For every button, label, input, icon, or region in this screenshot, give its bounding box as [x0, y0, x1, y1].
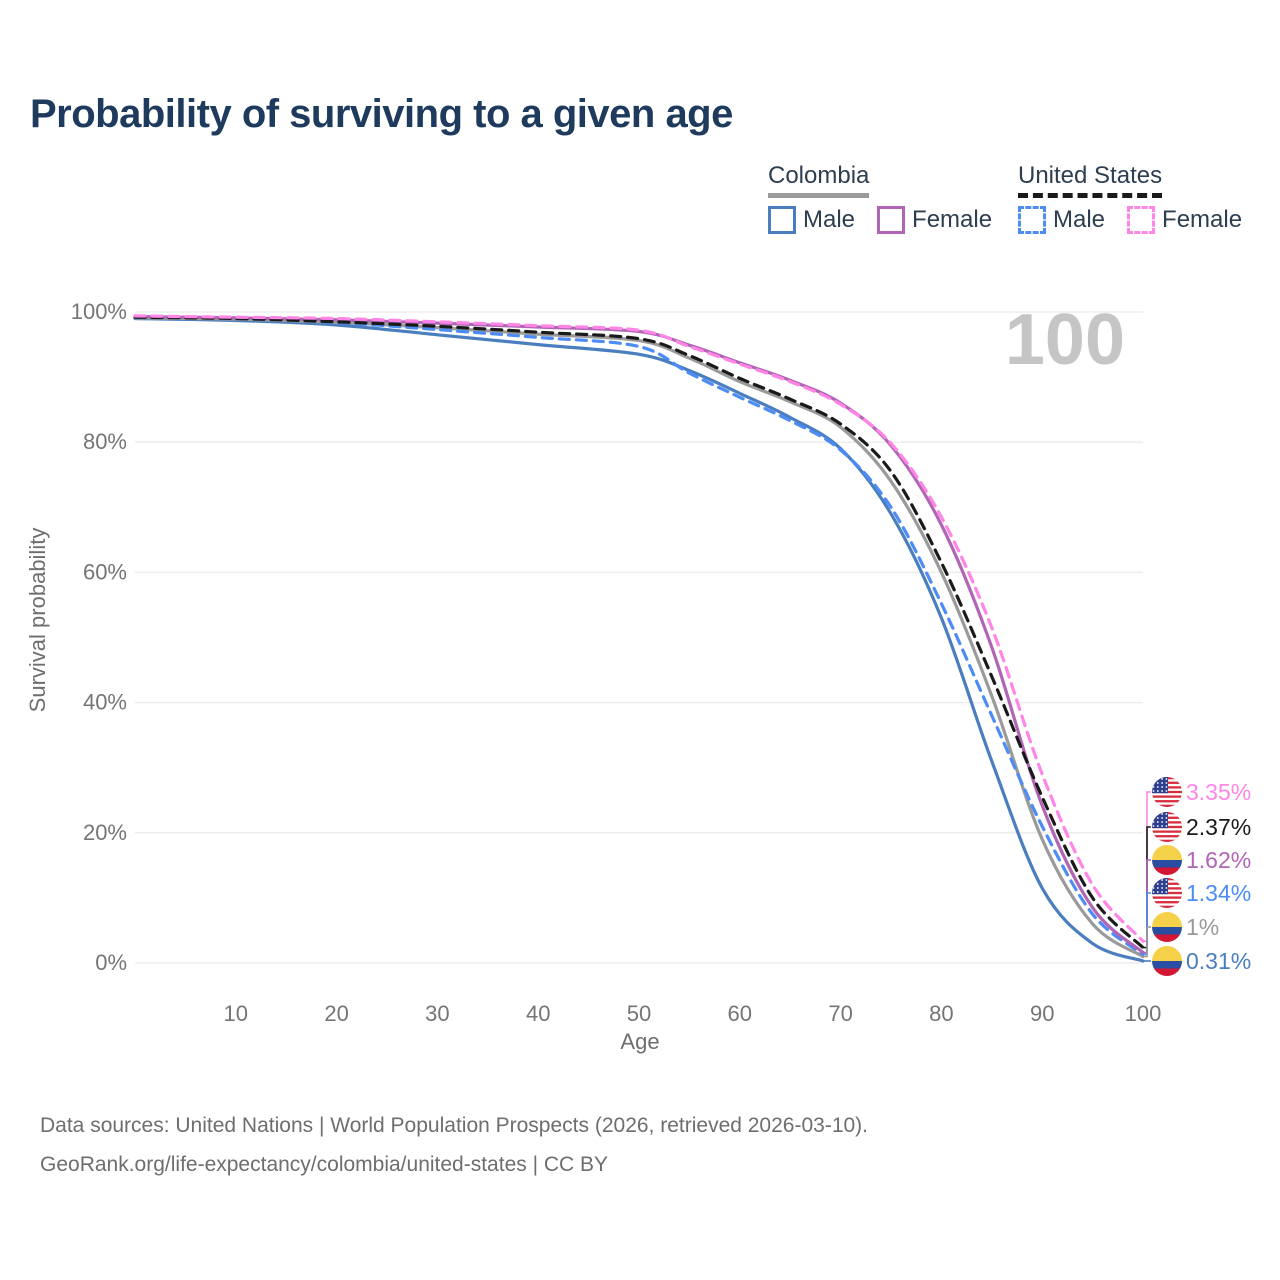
x-axis-title: Age — [620, 1029, 659, 1054]
curve-colombia-total[interactable] — [133, 316, 1145, 959]
x-tick-90: 90 — [1030, 1001, 1054, 1026]
y-tick-0: 0% — [95, 950, 127, 975]
y-tick-80: 80% — [83, 429, 127, 454]
y-tick-20: 20% — [83, 820, 127, 845]
colombia-flag-icon — [1152, 912, 1182, 942]
colombia-flag-icon — [1152, 845, 1182, 875]
end-label-united-states-male: 1.34% — [1186, 880, 1251, 906]
x-tick-20: 20 — [324, 1001, 348, 1026]
us-flag-icon — [1152, 812, 1182, 842]
legend-label-us-male: Male — [1053, 206, 1106, 233]
legend-label-us-female: Female — [1162, 206, 1243, 233]
survival-curves — [133, 314, 1145, 963]
y-axis-title: Survival probability — [25, 528, 50, 713]
gridlines — [135, 311, 1143, 964]
curve-colombia-male[interactable] — [133, 316, 1145, 963]
end-label-united-states-total: 2.37% — [1186, 814, 1251, 840]
y-tick-60: 60% — [83, 559, 127, 584]
legend-group-colombia: Colombia Male Female — [768, 162, 1014, 234]
colombia-flag-icon — [1152, 946, 1182, 976]
us-male-swatch — [1018, 206, 1046, 234]
legend-header-colombia: Colombia — [768, 162, 870, 198]
y-tick-100: 100% — [71, 299, 127, 324]
us-female-swatch — [1127, 206, 1156, 234]
end-label-connectors — [1143, 791, 1151, 962]
hover-age-watermark: 100 — [1005, 300, 1125, 380]
curve-colombia-female[interactable] — [133, 315, 1145, 955]
connector-united-states-male — [1143, 892, 1151, 956]
us-flag-icon — [1152, 878, 1182, 908]
connector-colombia-total — [1143, 926, 1151, 958]
page-title: Probability of surviving to a given age — [30, 92, 733, 136]
us-flag-icon — [1152, 777, 1182, 807]
x-axis-tick-labels: 10 20 30 40 50 60 70 80 90 100 — [224, 1001, 1162, 1026]
end-label-united-states-female: 3.35% — [1186, 779, 1251, 805]
legend-label-colombia-female: Female — [912, 206, 993, 233]
legend-item-us-female[interactable]: Female — [1127, 206, 1242, 234]
curve-united-states-total[interactable] — [133, 315, 1145, 950]
x-tick-60: 60 — [728, 1001, 752, 1026]
x-tick-40: 40 — [526, 1001, 550, 1026]
end-label-colombia-female: 1.62% — [1186, 847, 1251, 873]
x-tick-30: 30 — [425, 1001, 449, 1026]
end-value-labels: 3.35% 2.37% 1.62% 1.34% 1% 0.31% — [1186, 779, 1251, 974]
legend-header-united-states: United States — [1018, 162, 1163, 198]
colombia-female-swatch — [877, 206, 906, 234]
footer-line-attribution: GeoRank.org/life-expectancy/colombia/uni… — [40, 1153, 609, 1176]
x-tick-10: 10 — [224, 1001, 248, 1026]
x-tick-80: 80 — [929, 1001, 953, 1026]
x-tick-50: 50 — [627, 1001, 651, 1026]
data-sources-footer: Data sources: United Nations | World Pop… — [40, 1106, 1190, 1184]
legend-item-colombia-male[interactable]: Male — [768, 206, 855, 234]
end-label-flags — [1152, 777, 1182, 976]
legend-item-colombia-female[interactable]: Female — [877, 206, 992, 234]
y-tick-40: 40% — [83, 690, 127, 715]
end-label-colombia-total: 1% — [1186, 914, 1219, 940]
legend-item-us-male[interactable]: Male — [1018, 206, 1105, 234]
x-tick-100: 100 — [1125, 1001, 1162, 1026]
x-tick-70: 70 — [828, 1001, 852, 1026]
end-label-colombia-male: 0.31% — [1186, 948, 1251, 974]
curve-united-states-male[interactable] — [133, 315, 1145, 956]
legend-group-united-states: United States Male Female — [1018, 162, 1264, 234]
curve-united-states-female[interactable] — [133, 314, 1145, 943]
footer-line-sources: Data sources: United Nations | World Pop… — [40, 1114, 869, 1137]
y-axis-tick-labels: 100% 80% 60% 40% 20% 0% — [71, 299, 127, 975]
colombia-male-swatch — [768, 206, 796, 234]
legend-label-colombia-male: Male — [803, 206, 856, 233]
